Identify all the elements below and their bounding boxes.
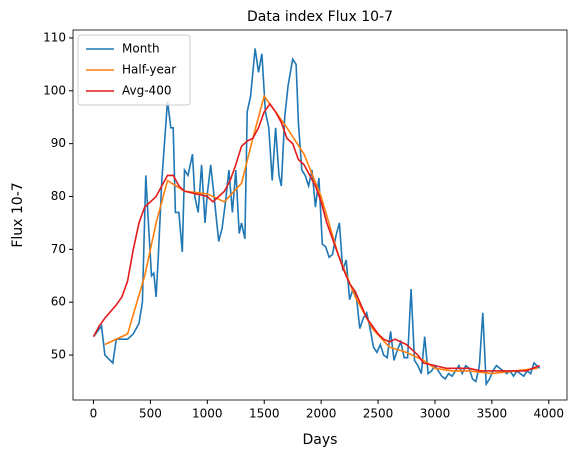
y-tick-label: 70 [51, 242, 66, 256]
y-axis-label: Flux 10-7 [10, 182, 26, 247]
series-line [92, 102, 540, 372]
y-tick-label: 50 [51, 348, 66, 362]
series-line [104, 94, 538, 375]
legend-label: Month [122, 42, 160, 56]
x-tick-label: 1500 [249, 407, 280, 421]
y-tick-label: 100 [43, 83, 66, 97]
y-tick-label: 80 [51, 189, 66, 203]
series-line [92, 48, 541, 387]
legend-label: Avg-400 [122, 84, 171, 98]
x-tick-label: 2000 [306, 407, 337, 421]
y-tick-label: 110 [43, 30, 66, 44]
x-tick-label: 3500 [477, 407, 508, 421]
x-tick-label: 0 [90, 407, 98, 421]
x-tick-label: 3000 [420, 407, 451, 421]
plot-frame [72, 29, 568, 401]
y-tick-label: 90 [51, 136, 66, 150]
legend-label: Half-year [122, 63, 176, 77]
x-tick-label: 2500 [363, 407, 394, 421]
x-tick-label: 500 [139, 407, 162, 421]
x-tick-label: 1000 [192, 407, 223, 421]
chart-title: Data index Flux 10-7 [247, 9, 393, 25]
legend-box [77, 34, 191, 106]
y-tick-label: 60 [51, 295, 66, 309]
x-axis-label: Days [303, 432, 338, 448]
x-tick-label: 4000 [534, 407, 565, 421]
